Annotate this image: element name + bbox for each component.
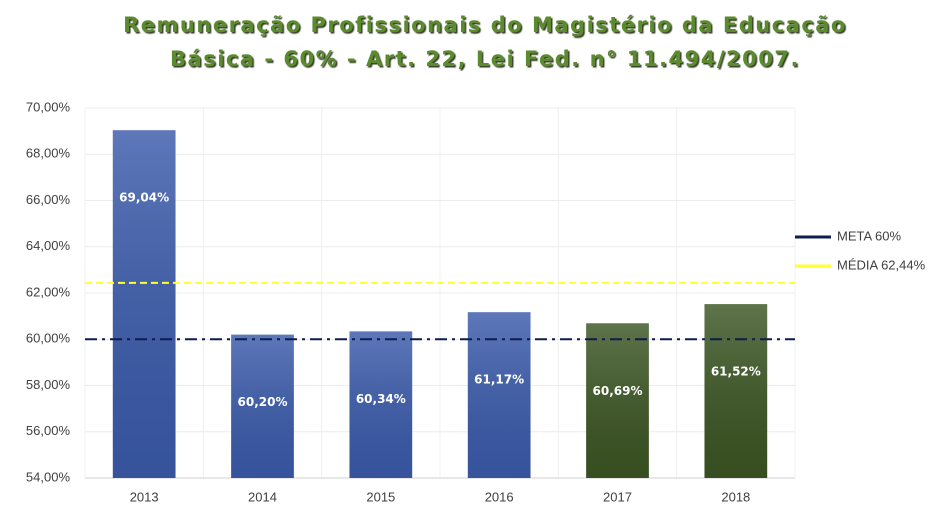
- legend-label: MÉDIA 62,44%: [837, 257, 926, 272]
- y-tick-label: 54,00%: [26, 469, 71, 484]
- x-tick-label: 2016: [485, 489, 514, 504]
- legend-label: META 60%: [837, 228, 902, 243]
- x-tick-label: 2015: [366, 489, 395, 504]
- data-label: 69,04%: [119, 191, 169, 205]
- bar-sheen: [349, 331, 413, 478]
- y-tick-label: 56,00%: [26, 423, 71, 438]
- y-tick-label: 58,00%: [26, 377, 71, 392]
- y-tick-label: 64,00%: [26, 238, 71, 253]
- data-label: 60,20%: [238, 395, 288, 409]
- bar-sheen: [112, 130, 176, 478]
- y-tick-label: 62,00%: [26, 284, 71, 299]
- bar-sheen: [467, 312, 531, 478]
- chart-title: Básica - 60% - Art. 22, Lei Fed. n° 11.4…: [170, 47, 800, 71]
- y-tick-label: 70,00%: [26, 99, 71, 114]
- data-label: 61,52%: [711, 365, 761, 379]
- data-label: 60,34%: [356, 392, 406, 406]
- bar-sheen: [231, 334, 294, 478]
- x-tick-label: 2014: [248, 489, 277, 504]
- y-tick-label: 68,00%: [26, 146, 71, 161]
- bar-sheen: [704, 304, 768, 478]
- data-label: 60,69%: [593, 384, 643, 398]
- chart-title: Remuneração Profissionais do Magistério …: [123, 13, 847, 37]
- y-tick-label: 60,00%: [26, 331, 71, 346]
- bar-sheen: [586, 323, 649, 478]
- x-tick-label: 2013: [130, 489, 159, 504]
- x-tick-label: 2017: [603, 489, 632, 504]
- data-label: 61,17%: [474, 373, 524, 387]
- y-tick-label: 66,00%: [26, 192, 71, 207]
- x-tick-label: 2018: [721, 489, 750, 504]
